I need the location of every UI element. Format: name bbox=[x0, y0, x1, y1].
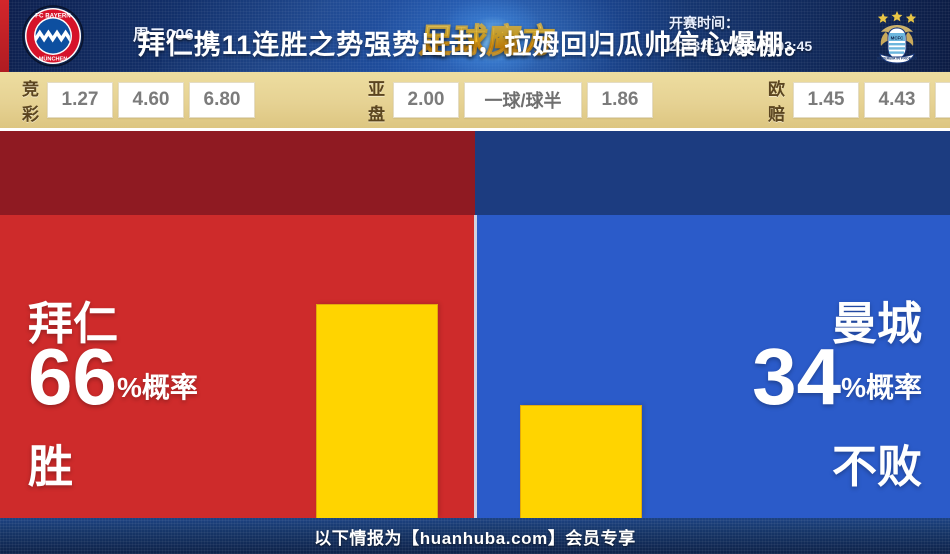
svg-text:MCFC: MCFC bbox=[891, 36, 905, 41]
away-probability-value: 34 bbox=[752, 332, 842, 421]
fc-bayern-munchen-crest-icon: FC BAYERN MÜNCHEN bbox=[22, 5, 84, 67]
odds-group-label: 欧赔 bbox=[768, 80, 785, 124]
away-team-name: 曼城 bbox=[831, 298, 922, 349]
logo-starburst-icon bbox=[438, 0, 548, 72]
odds-group-label: 亚盘 bbox=[368, 80, 385, 124]
kickoff-time: 开赛时间： 2013年12月11日 03:45 bbox=[669, 12, 812, 58]
odds-cell[interactable]: 6.80 bbox=[189, 82, 255, 118]
odds-group-oupei: 欧赔 1.45 4.43 6.54 bbox=[768, 75, 950, 125]
odds-cell[interactable]: 4.43 bbox=[864, 82, 930, 118]
svg-text:SUPERBIA IN PROELIO: SUPERBIA IN PROELIO bbox=[877, 57, 917, 61]
odds-cell[interactable]: 1.45 bbox=[793, 82, 859, 118]
accent-stripe bbox=[0, 0, 9, 72]
svg-text:MÜNCHEN: MÜNCHEN bbox=[39, 56, 68, 63]
headline-left-bg bbox=[0, 131, 475, 215]
headline-right-bg bbox=[475, 131, 950, 215]
match-number: 周二006 bbox=[133, 27, 195, 44]
home-probability-bar bbox=[316, 304, 438, 518]
kickoff-value: 2013年12月11日 03:45 bbox=[669, 38, 813, 54]
odds-cell-handicap[interactable]: 一球/球半 bbox=[464, 82, 582, 118]
home-probability: 66 %概率 bbox=[28, 332, 198, 421]
odds-cell[interactable]: 1.27 bbox=[47, 82, 113, 118]
odds-bar: 竞彩 1.27 4.60 6.80 亚盘 2.00 一球/球半 1.86 欧赔 … bbox=[0, 72, 950, 128]
odds-group-jingcai: 竞彩 1.27 4.60 6.80 bbox=[22, 75, 260, 125]
home-probability-value: 66 bbox=[28, 332, 117, 421]
odds-cell[interactable]: 6.54 bbox=[935, 82, 950, 118]
away-prediction-panel: 曼城 34 %概率 不败 bbox=[477, 215, 950, 518]
panel-divider bbox=[474, 215, 477, 518]
kickoff-label: 开赛时间： bbox=[669, 15, 739, 31]
home-outcome-label: 胜 bbox=[28, 441, 74, 492]
footer-text: 以下情报为【huanhuba.com】会员专享 bbox=[314, 528, 636, 548]
odds-cell[interactable]: 2.00 bbox=[393, 82, 459, 118]
manchester-city-crest-icon: MCFC SUPERBIA IN PROELIO bbox=[877, 11, 917, 64]
odds-cell[interactable]: 4.60 bbox=[118, 82, 184, 118]
away-probability-suffix: %概率 bbox=[841, 371, 922, 403]
home-team-name: 拜仁 bbox=[28, 298, 119, 349]
home-prediction-panel: 拜仁 66 %概率 胜 bbox=[0, 215, 474, 518]
footer-bar: 以下情报为【huanhuba.com】会员专享 bbox=[0, 518, 950, 554]
away-probability-bar bbox=[520, 404, 642, 518]
away-probability: 34 %概率 bbox=[752, 332, 922, 421]
odds-group-label: 竞彩 bbox=[22, 80, 39, 124]
headline-text: 拜仁携11连胜之势强势出击，拉姆回归瓜帅信心爆棚。 bbox=[137, 29, 813, 60]
svg-text:FC BAYERN: FC BAYERN bbox=[35, 13, 71, 20]
home-probability-suffix: %概率 bbox=[116, 371, 198, 403]
away-outcome-label: 不败 bbox=[831, 441, 922, 492]
odds-group-yapan: 亚盘 2.00 一球/球半 1.86 bbox=[368, 75, 658, 125]
site-logo[interactable]: 足球魔方 bbox=[408, 0, 568, 72]
prediction-panels: 拜仁 66 %概率 胜 曼城 34 %概率 不败 bbox=[0, 215, 950, 518]
headline-band bbox=[0, 131, 950, 215]
odds-cell[interactable]: 1.86 bbox=[587, 82, 653, 118]
